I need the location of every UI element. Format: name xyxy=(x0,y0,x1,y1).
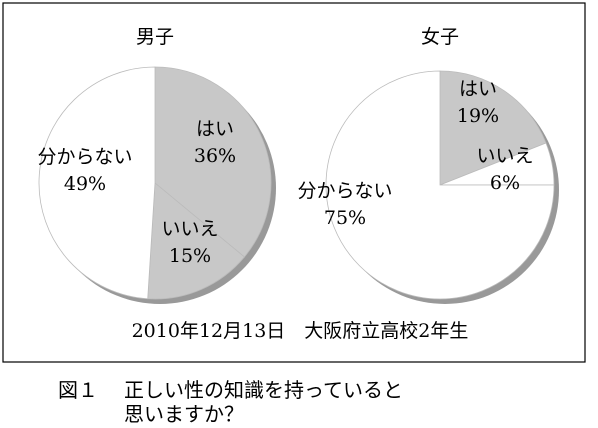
pie-title: 女子 xyxy=(421,26,459,48)
value-label: 15% xyxy=(169,245,211,267)
pie-slice xyxy=(147,182,245,300)
value-label: 75% xyxy=(324,207,366,229)
caption-number: 図１ xyxy=(58,378,98,402)
slice-label: いいえ xyxy=(161,218,218,240)
caption: 図１ 正しい性の知識を持っていると思いますか？ xyxy=(58,378,414,426)
note: 2010年12月13日 大阪府立高校2年生 xyxy=(132,320,469,342)
caption-text: 正しい性の知識を持っていると思いますか？ xyxy=(124,378,403,426)
value-label: 49% xyxy=(64,173,106,195)
pie-slice xyxy=(38,66,156,300)
value-label: 36% xyxy=(194,145,236,167)
pie-title: 男子 xyxy=(136,26,174,48)
pie-slice xyxy=(439,70,547,186)
pie-slice xyxy=(325,70,555,300)
slice-label: 分からない xyxy=(297,180,392,202)
pie-slice xyxy=(154,66,272,258)
slice-label: はい xyxy=(196,118,234,140)
slice-label: いいえ xyxy=(476,145,533,167)
value-label: 19% xyxy=(457,105,499,127)
slice-label: 分からない xyxy=(37,146,132,168)
value-label: 6% xyxy=(490,172,520,194)
slice-label: はい xyxy=(459,78,497,100)
